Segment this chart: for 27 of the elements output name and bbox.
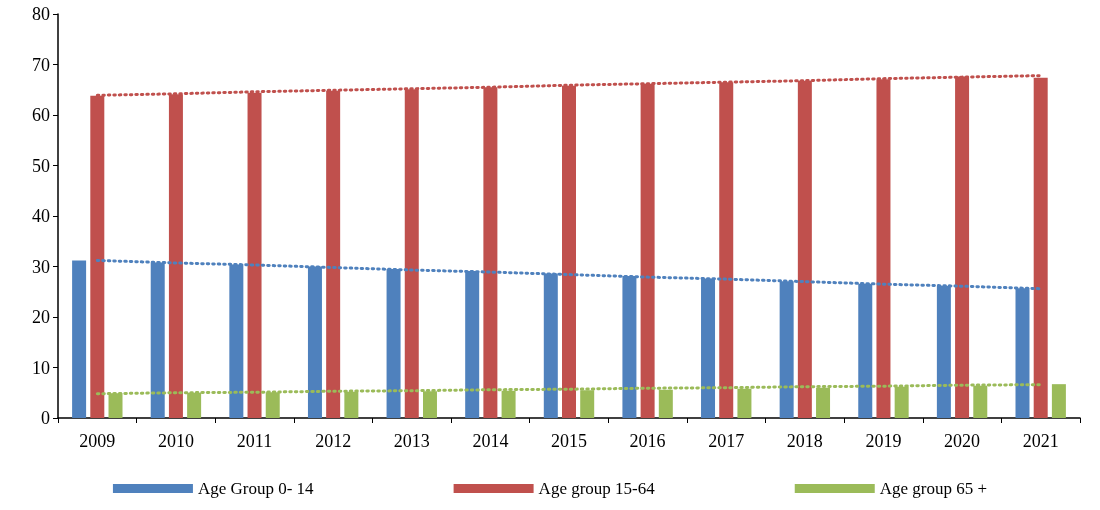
x-tick-label: 2016	[629, 431, 666, 451]
legend-label: Age group 15-64	[538, 479, 656, 498]
y-tick-label: 80	[32, 4, 50, 24]
y-tick-label: 40	[32, 206, 50, 226]
x-tick-label: 2011	[236, 431, 273, 451]
x-tick-label: 2020	[944, 431, 981, 451]
y-tick-label: 70	[32, 54, 50, 75]
x-tick-label: 2014	[472, 431, 509, 451]
bar	[72, 260, 87, 418]
x-tick-label: 2021	[1022, 431, 1059, 451]
y-tick-label: 50	[32, 155, 50, 176]
x-tick-label: 2012	[315, 431, 352, 451]
y-tick-label: 60	[32, 105, 50, 125]
y-tick-label: 10	[32, 357, 50, 378]
y-tick-label: 20	[32, 307, 50, 327]
x-tick-label: 2009	[79, 431, 116, 451]
x-tick-label: 2010	[157, 431, 194, 451]
legend-label: Age Group 0- 14	[197, 479, 315, 498]
x-tick-label: 2019	[865, 431, 902, 451]
x-tick-label: 2018	[786, 431, 823, 451]
y-tick-label: 0	[41, 408, 50, 428]
x-tick-label: 2013	[393, 431, 430, 451]
x-tick-label: 2017	[708, 431, 745, 451]
y-tick-label: 30	[32, 256, 50, 277]
legend-label: Age group 65 +	[879, 479, 988, 498]
x-tick-label: 2015	[551, 431, 587, 451]
bar	[1051, 384, 1066, 418]
